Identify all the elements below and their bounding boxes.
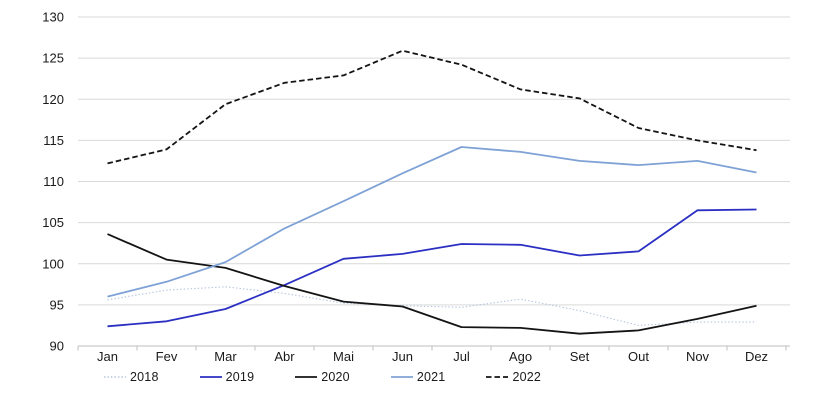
y-axis-tick-label: 100 [42,256,64,271]
x-axis-tick-label: Nov [686,349,710,364]
legend-item-2019: 2019 [199,370,255,384]
legend-label-2021: 2021 [416,370,446,384]
legend-swatch-2021-line-icon [390,376,413,379]
legend-item-2022: 2022 [486,371,541,384]
legend-swatch-2019-line-icon [199,376,222,379]
x-axis-tick-label: Ago [509,349,532,364]
legend-item-2020: 2020 [295,371,350,384]
y-axis-tick-label: 95 [50,297,64,312]
legend-swatch-2020-line-icon [295,376,318,379]
y-axis-tick-label: 130 [42,10,64,25]
legend-label-2019: 2019 [225,370,255,384]
legend-swatch-2018-line-icon [104,376,126,378]
x-axis-tick-label: Jun [392,349,413,364]
series-2022-line [107,49,757,165]
x-axis-tick-label: Abr [274,349,295,364]
x-axis-tick-label: Mar [214,349,237,364]
y-axis-tick-label: 120 [42,92,64,107]
series-2018-line [107,286,757,326]
series-2020-line [107,233,757,335]
series-2019-line [107,208,757,328]
x-axis-tick-label: Jul [453,349,470,364]
x-axis-tick-label: Fev [156,349,178,364]
legend-item-2018: 2018 [104,371,159,384]
legend-swatch-2022-line-icon [486,376,509,379]
y-axis-tick-label: 115 [43,133,64,148]
y-axis-tick-label: 110 [43,174,64,189]
x-axis-tick-label: Out [628,349,649,364]
x-axis-tick-label: Dez [745,349,768,364]
y-axis-tick-label: 105 [42,215,64,230]
y-axis-tick-label: 90 [50,339,64,354]
x-axis-tick-label: Mai [333,349,354,364]
x-axis-tick-label: Set [570,349,590,364]
legend-item-2021: 2021 [390,370,446,384]
legend-label-2018: 2018 [130,370,159,384]
y-axis-tick-label: 125 [42,51,64,66]
legend-label-2020: 2020 [321,370,350,384]
chart-legend: 2018 2019 2020 2021 2022 [104,371,541,384]
legend-label-2022: 2022 [512,370,542,384]
line-chart-canvas: 90 95 100 105 110 115 120 125 130 Jan Fev Mar Abr Mai… [42,10,790,364]
series-2021-line [107,146,757,298]
x-axis-tick-label: Jan [97,349,118,364]
